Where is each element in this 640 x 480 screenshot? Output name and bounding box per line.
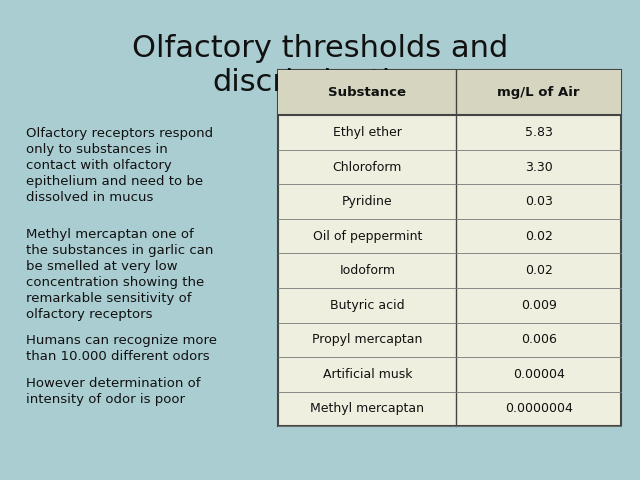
Bar — [278, 70, 621, 426]
Text: Substance: Substance — [328, 86, 406, 99]
Text: 0.03: 0.03 — [525, 195, 552, 208]
Text: Methyl mercaptan: Methyl mercaptan — [310, 402, 424, 416]
Text: Pyridine: Pyridine — [342, 195, 393, 208]
Text: Methyl mercaptan one of
the substances in garlic can
be smelled at very low
conc: Methyl mercaptan one of the substances i… — [26, 228, 213, 321]
Text: Artificial musk: Artificial musk — [323, 368, 412, 381]
Text: 5.83: 5.83 — [525, 126, 552, 139]
Text: Humans can recognize more
than 10.000 different odors: Humans can recognize more than 10.000 di… — [26, 334, 216, 362]
Text: 3.30: 3.30 — [525, 160, 552, 174]
Bar — [278, 70, 621, 115]
Text: 0.02: 0.02 — [525, 264, 552, 277]
Text: Oil of peppermint: Oil of peppermint — [313, 229, 422, 243]
Text: 0.009: 0.009 — [521, 299, 557, 312]
Text: However determination of
intensity of odor is poor: However determination of intensity of od… — [26, 377, 200, 406]
Text: Propyl mercaptan: Propyl mercaptan — [312, 333, 422, 347]
Text: mg/L of Air: mg/L of Air — [497, 86, 580, 99]
Text: Butyric acid: Butyric acid — [330, 299, 404, 312]
Text: Iodoform: Iodoform — [339, 264, 396, 277]
Text: 0.0000004: 0.0000004 — [505, 402, 573, 416]
Text: 0.00004: 0.00004 — [513, 368, 564, 381]
Text: Chloroform: Chloroform — [333, 160, 402, 174]
Text: 0.006: 0.006 — [521, 333, 557, 347]
Text: 0.02: 0.02 — [525, 229, 552, 243]
Text: Olfactory receptors respond
only to substances in
contact with olfactory
epithel: Olfactory receptors respond only to subs… — [26, 127, 212, 204]
Text: Ethyl ether: Ethyl ether — [333, 126, 402, 139]
Text: Olfactory thresholds and
discrimination: Olfactory thresholds and discrimination — [132, 34, 508, 97]
